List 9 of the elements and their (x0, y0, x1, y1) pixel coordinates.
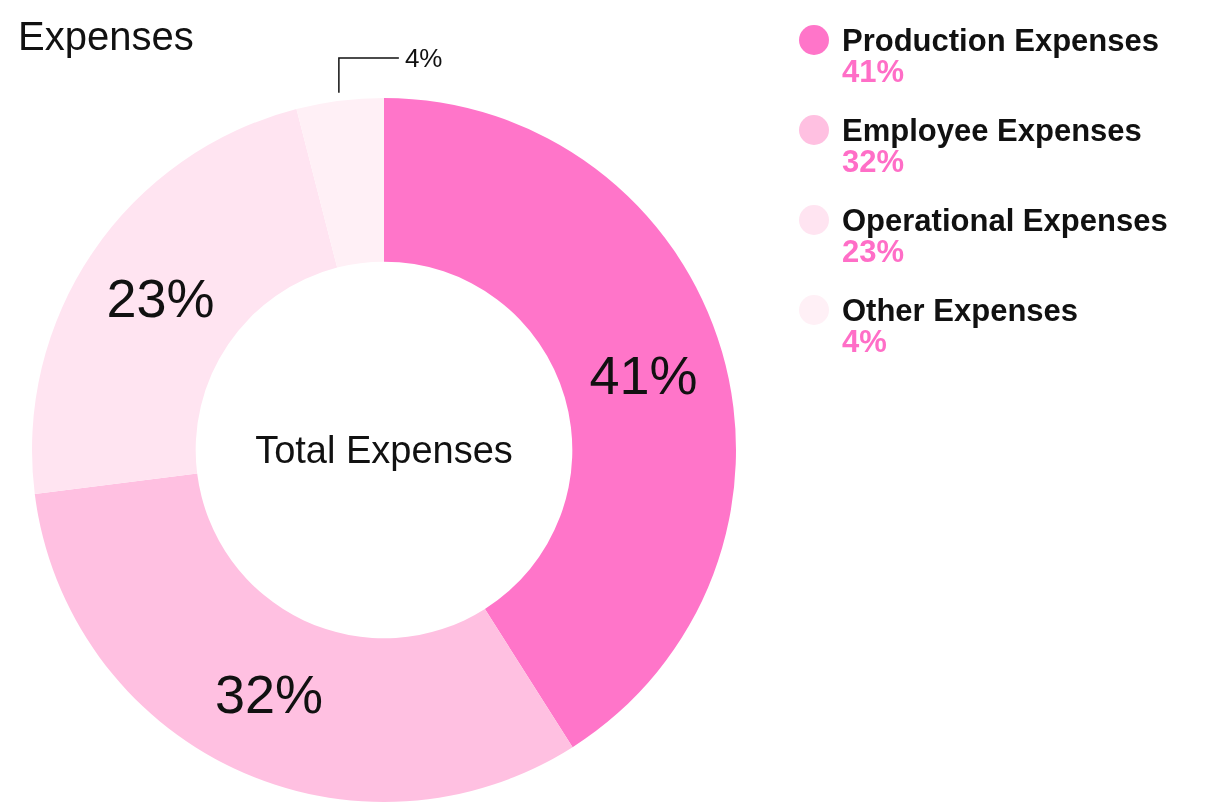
data-label: 4% (404, 43, 443, 73)
data-label: 23% (106, 268, 215, 329)
legend-label: Employee Expenses (842, 113, 1142, 148)
chart-title: Expenses (18, 14, 194, 58)
donut-slice (34, 473, 573, 802)
data-label: 41% (589, 344, 698, 405)
data-label: 32% (214, 664, 324, 725)
text: Total Expenses (255, 429, 513, 471)
legend-label: Operational Expenses (842, 203, 1168, 238)
